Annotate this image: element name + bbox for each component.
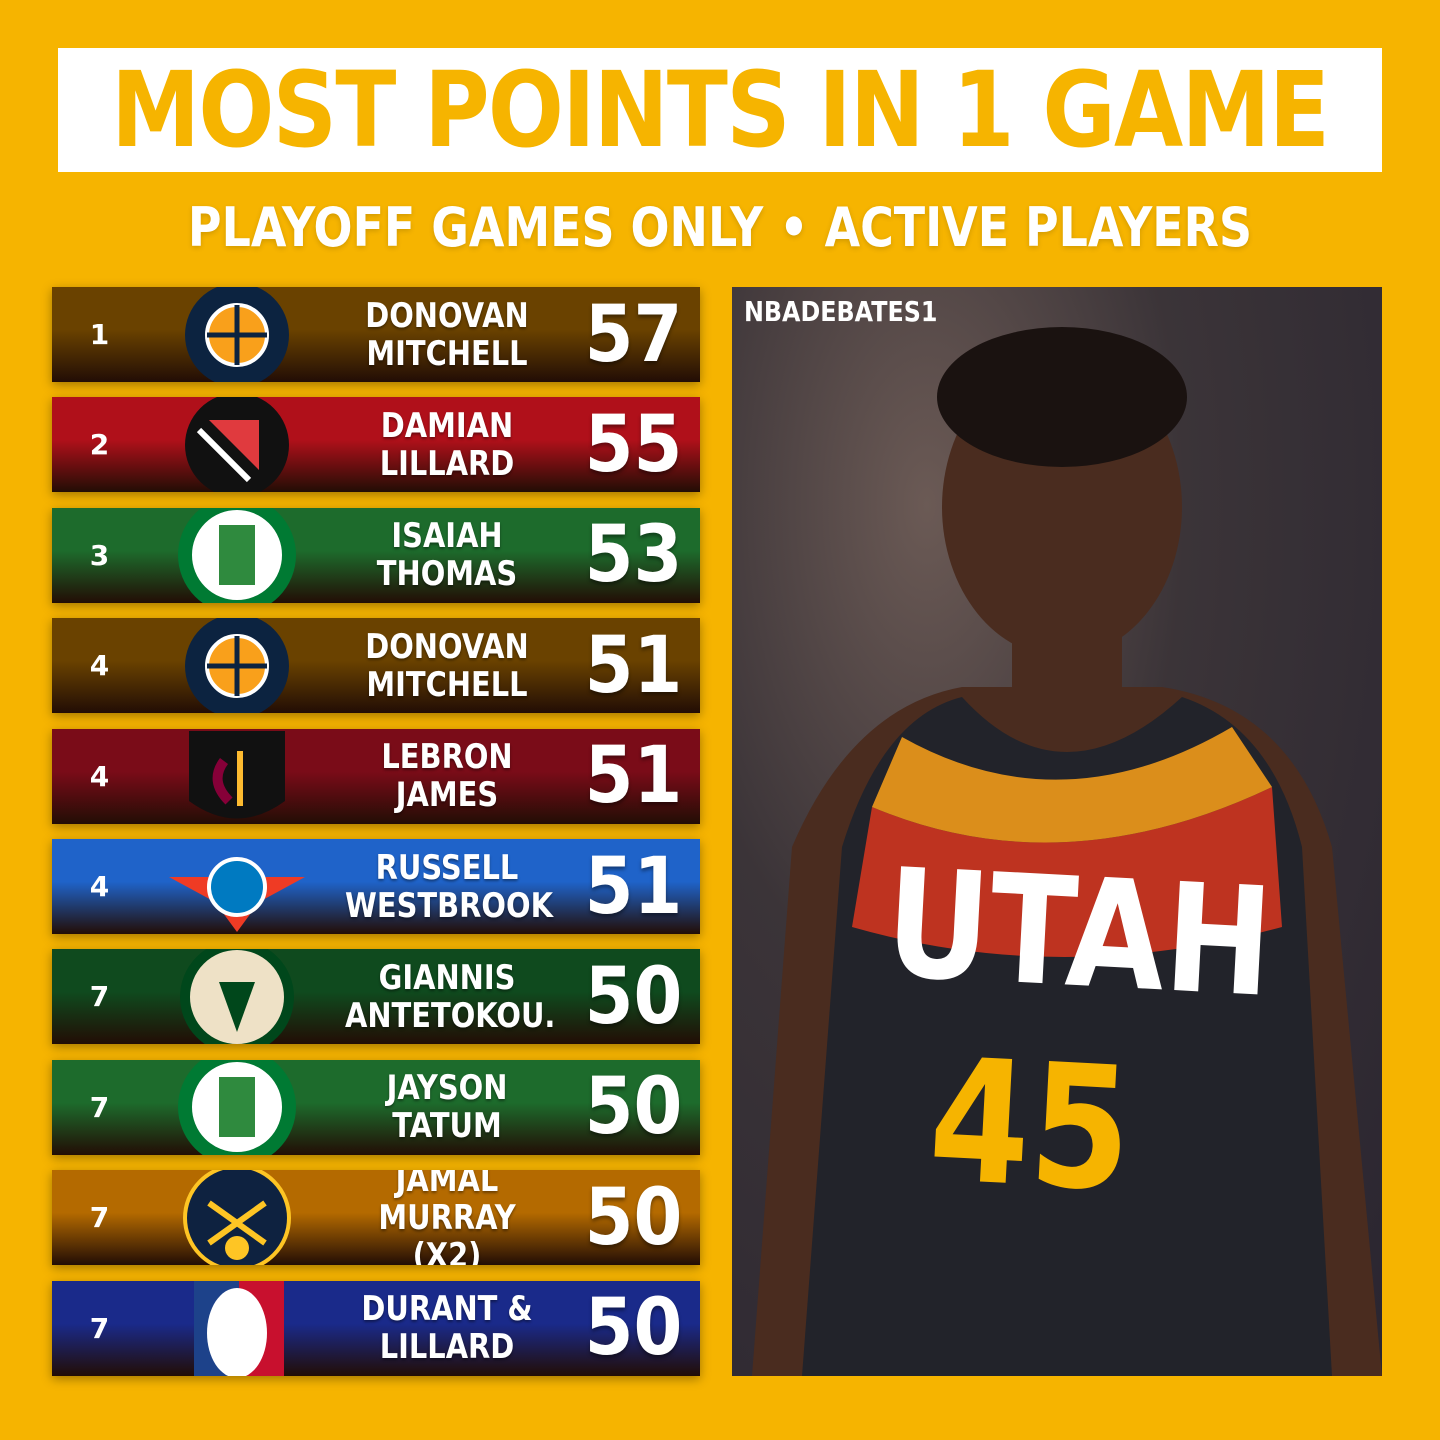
player-name: ISAIAH THOMAS: [376, 516, 518, 595]
player-name: DONOVAN MITCHELL: [365, 626, 529, 705]
rank: 1: [89, 318, 110, 351]
points-value: 57: [584, 289, 683, 380]
points-value: 50: [584, 1283, 683, 1374]
points-value: 53: [584, 510, 683, 601]
player-name: RUSSELL WESTBROOK: [345, 847, 553, 926]
table-row: 2 DAMIAN LILLARD 55: [52, 397, 700, 493]
player-photo: NBADEBATES1 UTAH 45: [732, 287, 1382, 1376]
points-value: 50: [584, 951, 683, 1042]
points-value: 51: [584, 620, 683, 711]
points-value: 50: [584, 1172, 683, 1263]
rank: 7: [89, 1090, 110, 1124]
table-row: 4 RUSSELL WESTBROOK 51: [52, 839, 700, 934]
team-logo-icon: [147, 1170, 327, 1266]
team-logo-icon: [147, 729, 327, 824]
player-name: DURANT & LILLARD: [361, 1289, 533, 1368]
subtitle: PLAYOFF GAMES ONLY • ACTIVE PLAYERS: [187, 196, 1253, 259]
points-value: 50: [584, 1062, 683, 1153]
rank: 7: [89, 980, 110, 1014]
team-logo-icon: [147, 1059, 327, 1155]
rank: 4: [89, 759, 110, 793]
table-row: 4 DONOVAN MITCHELL 51: [52, 618, 700, 714]
table-row: 7 DURANT & LILLARD 50: [52, 1280, 700, 1376]
table-row: 3 ISAIAH THOMAS 53: [52, 507, 700, 603]
rank: 7: [89, 1201, 110, 1235]
team-logo-icon: [147, 287, 327, 382]
player-silhouette: [752, 327, 1382, 1376]
jersey-team-text: UTAH: [881, 837, 1277, 1031]
player-name: JAYSON TATUM: [386, 1068, 508, 1147]
team-logo-icon: [147, 618, 327, 714]
points-value: 51: [584, 841, 683, 932]
table-row: 1 DONOVAN MITCHELL 57: [52, 287, 700, 382]
rank: 3: [89, 538, 110, 572]
player-name: GIANNIS ANTETOKOU.: [345, 957, 556, 1036]
page-title: MOST POINTS IN 1 GAME: [111, 49, 1330, 171]
table-row: 7 JAYSON TATUM 50: [52, 1059, 700, 1155]
player-name: DONOVAN MITCHELL: [365, 295, 529, 374]
table-row: 7 JAMAL MURRAY (X2) 50: [52, 1170, 700, 1266]
rank: 2: [89, 428, 110, 462]
player-name: JAMAL MURRAY (X2): [378, 1170, 516, 1266]
credit-watermark: NBADEBATES1: [744, 295, 938, 328]
table-row: 7 GIANNIS ANTETOKOU. 50: [52, 949, 700, 1045]
jersey-number: 45: [924, 1021, 1136, 1231]
points-value: 55: [584, 399, 683, 490]
rank: 7: [89, 1311, 110, 1345]
player-name: DAMIAN LILLARD: [379, 405, 515, 484]
table-row: 4 LEBRON JAMES 51: [52, 728, 700, 824]
team-logo-icon: [147, 949, 327, 1045]
team-logo-icon: [147, 507, 327, 603]
team-logo-icon: [147, 397, 327, 493]
rank: 4: [89, 870, 110, 903]
rank: 4: [89, 649, 110, 683]
team-logo-icon: [147, 839, 327, 934]
points-value: 51: [584, 731, 683, 822]
team-logo-icon: [147, 1280, 327, 1376]
player-name: LEBRON JAMES: [381, 737, 513, 816]
title-banner: MOST POINTS IN 1 GAME: [58, 48, 1382, 172]
